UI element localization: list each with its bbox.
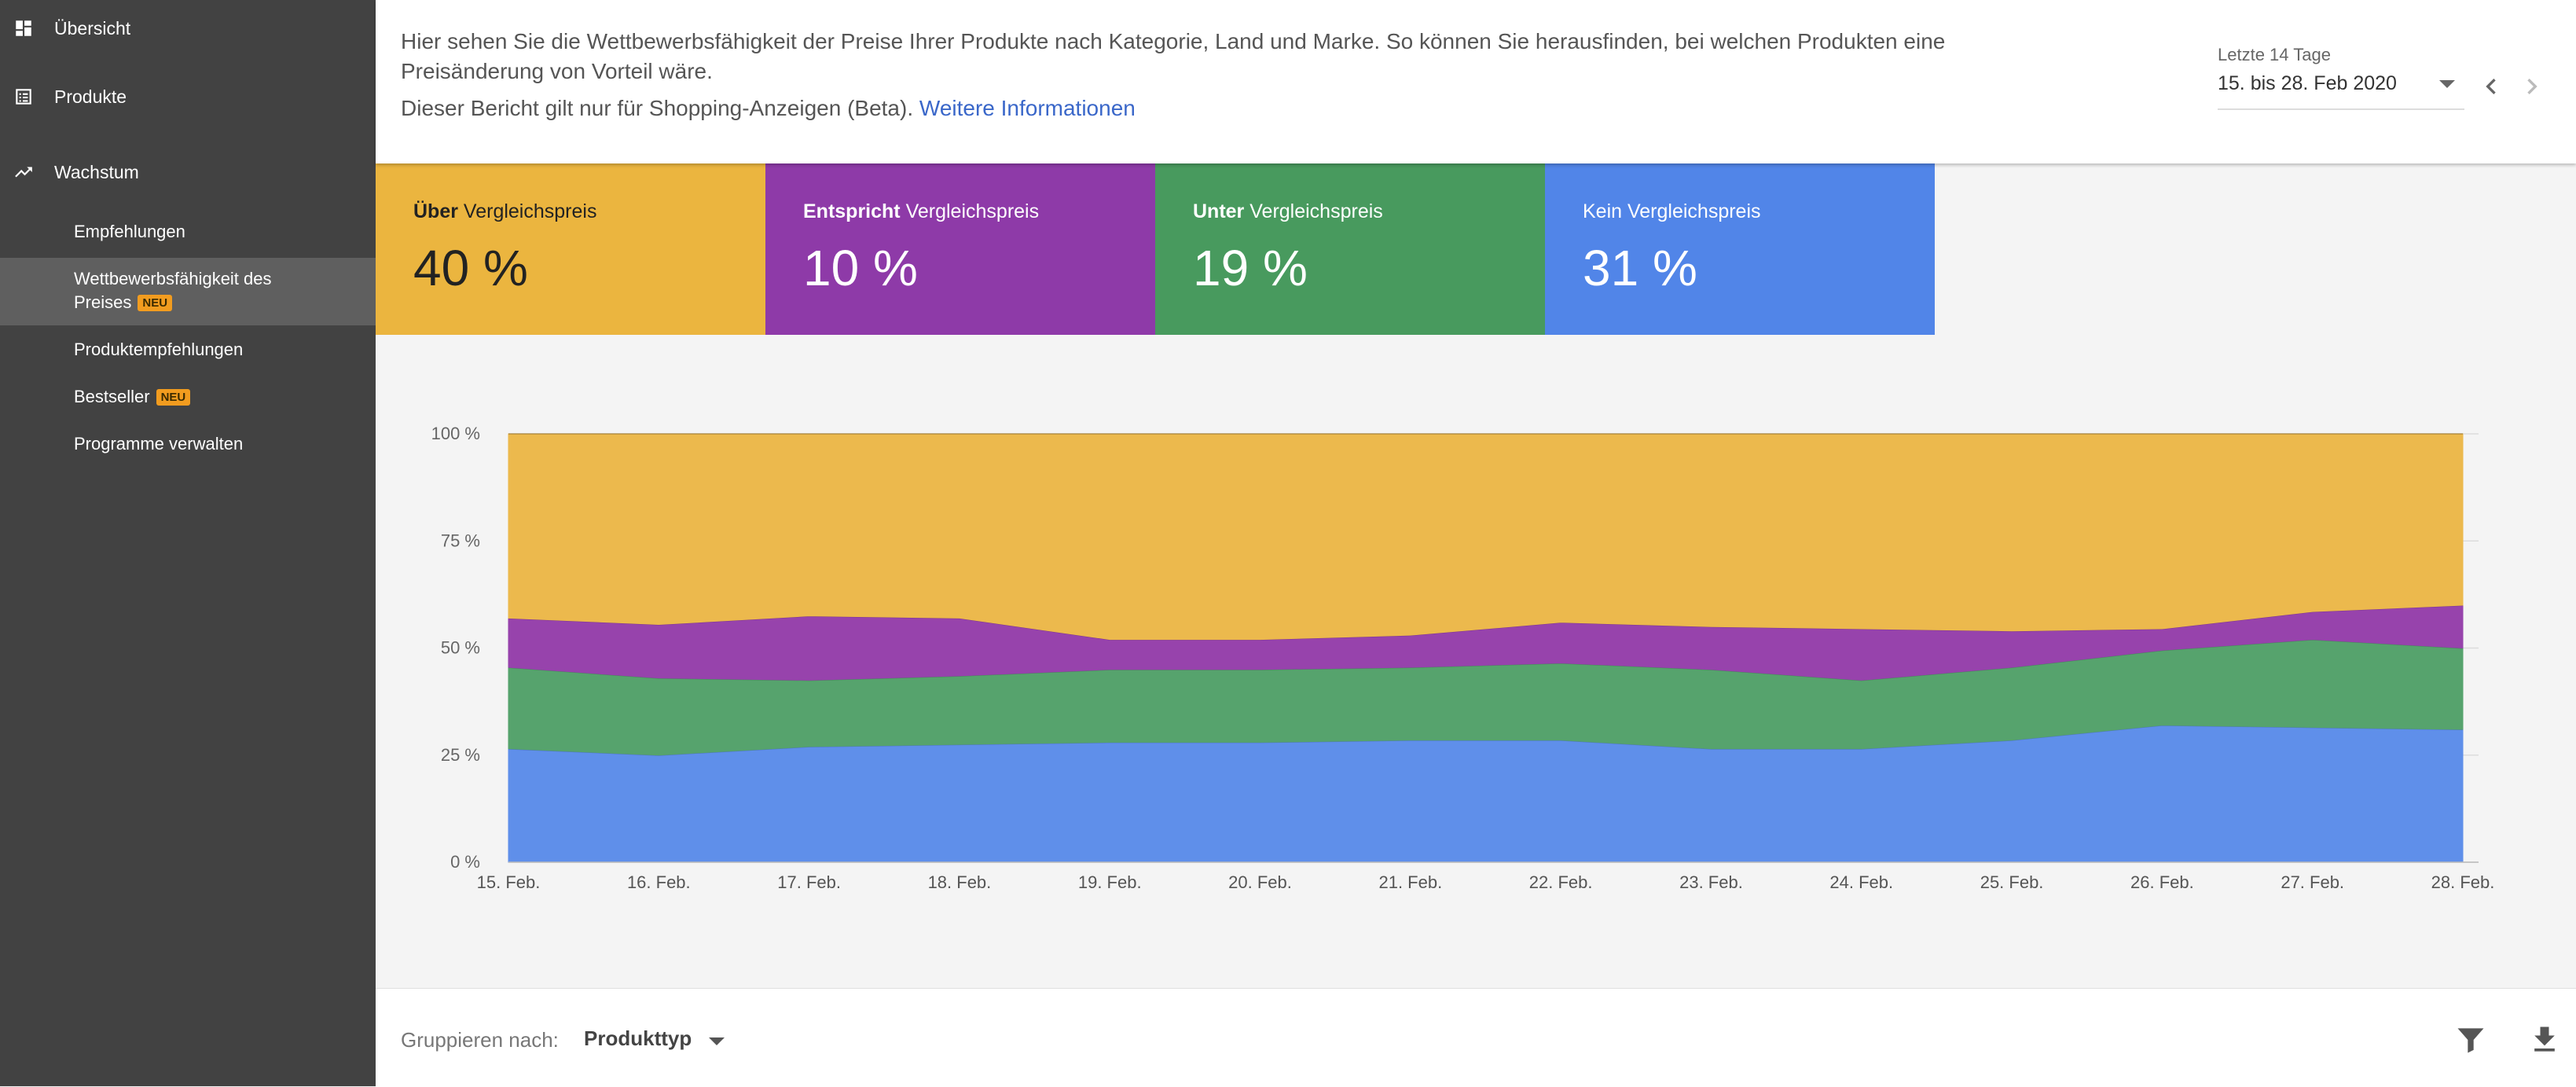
sidebar-item-label: Preises	[74, 292, 132, 312]
sidebar-item-label: Wachstum	[54, 161, 139, 182]
y-tick-label: 0 %	[450, 852, 480, 872]
scorecard-title-rest: Vergleichspreis	[457, 200, 597, 222]
x-tick-label: 25. Feb.	[1980, 872, 2044, 892]
dropdown-caret-icon[interactable]	[709, 1037, 725, 1045]
beta-note-text: Dieser Bericht gilt nur für Shopping-Anz…	[401, 96, 914, 120]
sidebar-item-label: Übersicht	[54, 17, 131, 39]
more-info-link[interactable]: Weitere Informationen	[919, 96, 1136, 120]
sidebar-item-produktempfehlungen[interactable]: Produktempfehlungen	[0, 336, 376, 365]
download-icon[interactable]	[2527, 1023, 2562, 1057]
scorecard-value: 10 %	[803, 240, 918, 296]
scorecard-title: Kein Vergleichspreis	[1583, 200, 1761, 223]
x-tick-label: 24. Feb.	[1829, 872, 1893, 892]
scorecard-value: 19 %	[1193, 240, 1308, 296]
sidebar-item-wachstum[interactable]: Wachstum	[0, 152, 376, 193]
filter-icon[interactable]	[2453, 1023, 2488, 1057]
x-tick-label: 26. Feb.	[2130, 872, 2194, 892]
x-tick-label: 27. Feb.	[2281, 872, 2344, 892]
sidebar-item-label: Programme verwalten	[74, 434, 244, 454]
table-toolbar: Gruppieren nach: Produkttyp	[376, 988, 2576, 1087]
sidebar-item-label: Empfehlungen	[74, 222, 185, 241]
report-header: Hier sehen Sie die Wettbewerbsfähigkeit …	[376, 0, 2576, 163]
date-range-select[interactable]: 15. bis 28. Feb 2020	[2218, 69, 2464, 110]
scorecard-value: 31 %	[1583, 240, 1697, 296]
area-series-3[interactable]	[508, 433, 2464, 641]
y-tick-label: 100 %	[431, 424, 480, 443]
x-tick-label: 23. Feb.	[1679, 872, 1743, 892]
scorecard[interactable]: Entspricht Vergleichspreis 10 %	[765, 163, 1155, 335]
sidebar-item-label: Bestseller	[74, 387, 150, 406]
new-badge: NEU	[156, 389, 191, 406]
group-by-label: Gruppieren nach:	[401, 1028, 559, 1052]
y-tick-label: 50 %	[441, 638, 480, 658]
scorecard-value: 40 %	[413, 240, 528, 296]
y-tick-label: 75 %	[441, 531, 480, 550]
date-range-value: 15. bis 28. Feb 2020	[2218, 72, 2397, 94]
scorecard-title-rest: Vergleichspreis	[900, 200, 1040, 222]
trending-up-icon	[15, 167, 32, 178]
scorecard-title: Entspricht Vergleichspreis	[803, 200, 1039, 223]
sidebar-item-produkte[interactable]: Produkte	[0, 76, 376, 117]
sidebar-item-wettbewerbsfaehigkeit[interactable]: Wettbewerbsfähigkeit des Preises NEU	[0, 258, 376, 325]
scorecard[interactable]: Unter Vergleichspreis 19 %	[1155, 163, 1545, 335]
chevron-left-icon[interactable]	[2475, 71, 2507, 102]
x-tick-label: 28. Feb.	[2431, 872, 2495, 892]
scorecard-title: Über Vergleichspreis	[413, 200, 596, 223]
sidebar-item-empfehlungen[interactable]: Empfehlungen	[0, 219, 376, 247]
x-tick-label: 21. Feb.	[1378, 872, 1442, 892]
dropdown-caret-icon	[2439, 80, 2455, 88]
chevron-right-icon[interactable]	[2516, 71, 2548, 102]
sidebar-item-bestseller[interactable]: Bestseller NEU	[0, 384, 376, 412]
sidebar-item-label: Produkte	[54, 86, 127, 107]
scorecard-title-bold: Über	[413, 200, 458, 222]
sidebar-item-label: Produktempfehlungen	[74, 340, 244, 359]
sidebar-item-uebersicht[interactable]: Übersicht	[0, 8, 376, 49]
beta-note: Dieser Bericht gilt nur für Shopping-Anz…	[401, 96, 1136, 121]
scorecard[interactable]: Über Vergleichspreis 40 %	[376, 163, 765, 335]
x-tick-label: 19. Feb.	[1078, 872, 1142, 892]
x-tick-label: 22. Feb.	[1529, 872, 1593, 892]
sidebar-item-programme-verwalten[interactable]: Programme verwalten	[0, 431, 376, 459]
report-description: Hier sehen Sie die Wettbewerbsfähigkeit …	[401, 29, 1946, 83]
group-by-select[interactable]: Produkttyp	[584, 1026, 692, 1050]
sidebar-item-label: Wettbewerbsfähigkeit des	[74, 269, 272, 288]
y-tick-label: 25 %	[441, 745, 480, 765]
x-tick-label: 18. Feb.	[928, 872, 992, 892]
dashboard-icon	[16, 20, 31, 36]
scorecard-title-rest: Vergleichspreis	[1244, 200, 1383, 222]
x-tick-label: 20. Feb.	[1228, 872, 1292, 892]
scorecard-title-rest: Kein Vergleichspreis	[1583, 200, 1761, 222]
scorecard-title-bold: Unter	[1193, 200, 1245, 222]
scorecard-title: Unter Vergleichspreis	[1193, 200, 1383, 223]
x-tick-label: 16. Feb.	[627, 872, 691, 892]
scorecard-title-bold: Entspricht	[803, 200, 901, 222]
x-tick-label: 15. Feb.	[477, 872, 541, 892]
date-range-label: Letzte 14 Tage	[2218, 45, 2331, 64]
x-tick-label: 17. Feb.	[777, 872, 841, 892]
list-icon	[16, 89, 31, 105]
new-badge: NEU	[138, 295, 173, 311]
sidebar: Übersicht Produkte Wachstum Empfehlungen…	[0, 0, 376, 1086]
scorecard[interactable]: Kein Vergleichspreis 31 %	[1545, 163, 1935, 335]
price-competitiveness-chart: 0 % 25 % 50 % 75 % 100 % 15. Feb. 16. Feb. 17. …	[431, 424, 2495, 892]
